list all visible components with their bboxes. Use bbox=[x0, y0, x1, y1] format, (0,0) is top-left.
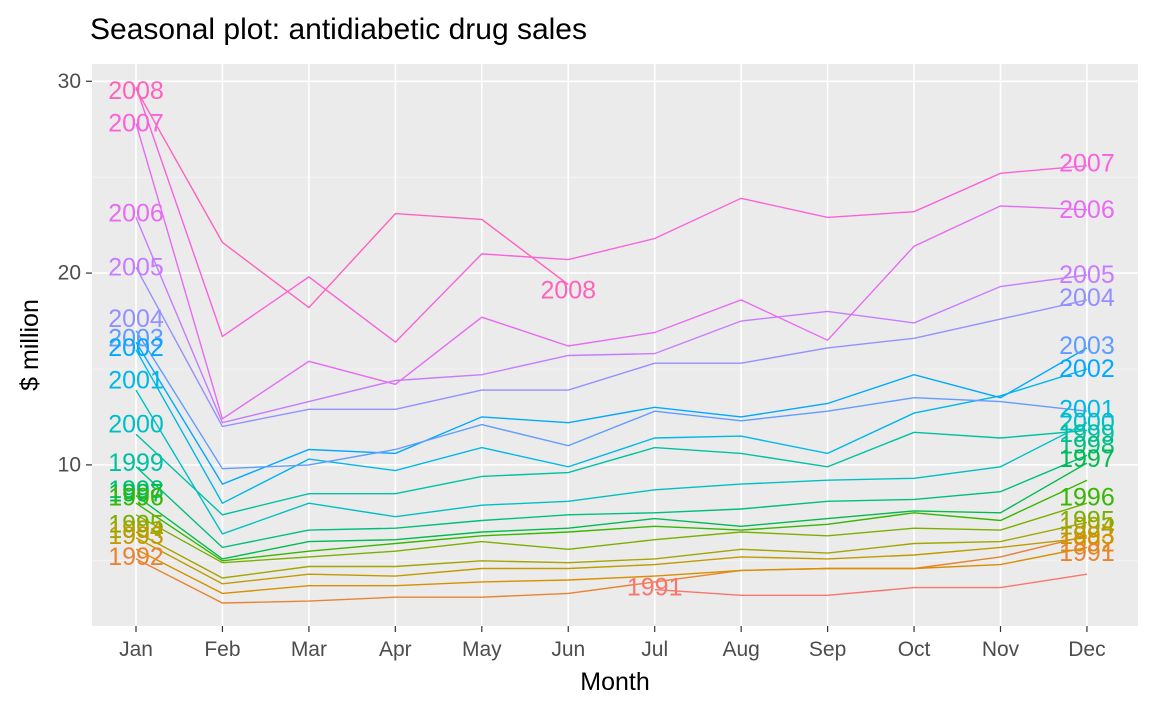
series-line-1992 bbox=[135, 535, 1088, 604]
series-end-label-2004: 2004 bbox=[1059, 284, 1115, 312]
series-end-label-2000: 2000 bbox=[1059, 409, 1115, 437]
series-line-2008 bbox=[135, 86, 1088, 344]
series-start-label-1997: 1997 bbox=[108, 480, 164, 508]
series-start-label-2001: 2001 bbox=[108, 366, 164, 394]
x-tick-label-mar: Mar bbox=[291, 638, 327, 661]
series-line-2007 bbox=[135, 123, 1088, 420]
series-start-label-1998: 1998 bbox=[108, 476, 164, 504]
series-end-label-1997: 1997 bbox=[1059, 445, 1115, 473]
x-tick-label-sep: Sep bbox=[809, 638, 846, 661]
x-tick-label-may: May bbox=[462, 638, 502, 661]
series-line-2008 bbox=[135, 88, 569, 309]
series-line-1993 bbox=[135, 546, 1088, 595]
series-line-1999 bbox=[135, 454, 1088, 549]
series-start-label-1996: 1996 bbox=[108, 483, 164, 511]
series-line-1997 bbox=[135, 479, 1088, 562]
series-line-2003 bbox=[135, 341, 1088, 485]
plot-panel bbox=[92, 64, 1138, 626]
series-start-label-1994: 1994 bbox=[108, 516, 164, 544]
series-end-label-1991: 1991 bbox=[627, 574, 683, 602]
series-start-label-2007: 2007 bbox=[108, 109, 164, 137]
x-tick-label-nov: Nov bbox=[982, 638, 1020, 661]
series-start-label-1995: 1995 bbox=[108, 510, 164, 538]
series-end-label-1992: 1992 bbox=[1059, 530, 1115, 558]
series-start-label-1992: 1992 bbox=[108, 543, 164, 571]
series-line-2005 bbox=[135, 266, 1088, 428]
series-end-label-2006: 2006 bbox=[1059, 196, 1115, 224]
series-lines bbox=[135, 86, 1088, 604]
series-start-label-2003: 2003 bbox=[108, 324, 164, 352]
series-line-1991 bbox=[654, 573, 1088, 596]
series-end-label-1995: 1995 bbox=[1059, 507, 1115, 535]
series-end-label-1996: 1996 bbox=[1059, 483, 1115, 511]
x-tick-label-oct: Oct bbox=[898, 638, 931, 661]
series-start-label-2005: 2005 bbox=[108, 253, 164, 281]
y-tick-label: 20 bbox=[58, 262, 81, 285]
series-start-label-2000: 2000 bbox=[108, 411, 164, 439]
series-line-1994 bbox=[135, 537, 1088, 585]
series-labels: 2008200720062005200420032002200120001999… bbox=[108, 77, 1115, 602]
series-line-2004 bbox=[135, 330, 1088, 470]
series-end-label-1991: 1991 bbox=[1059, 539, 1115, 567]
y-tick-label: 10 bbox=[58, 453, 81, 476]
x-tick-label-jan: Jan bbox=[119, 638, 153, 661]
series-line-1998 bbox=[135, 462, 1088, 560]
x-tick-label-jun: Jun bbox=[551, 638, 585, 661]
chart-title: Seasonal plot: antidiabetic drug sales bbox=[90, 13, 587, 46]
series-start-label-1999: 1999 bbox=[108, 449, 164, 477]
series-start-label-1993: 1993 bbox=[108, 522, 164, 550]
series-end-label-1999: 1999 bbox=[1059, 420, 1115, 448]
axes: 10 20 30 Jan Feb Mar Apr May Jun Jul Aug Sep Oct Nov D… bbox=[58, 70, 1106, 661]
series-end-label-1998: 1998 bbox=[1059, 432, 1115, 460]
series-end-label-2008: 2008 bbox=[540, 276, 596, 304]
series-line-1996 bbox=[135, 502, 1088, 564]
series-line-2006 bbox=[135, 217, 1088, 424]
y-axis-title: $ million bbox=[16, 299, 44, 391]
x-axis-title: Month bbox=[580, 668, 649, 696]
series-end-label-2005: 2005 bbox=[1059, 261, 1115, 289]
series-line-1995 bbox=[135, 521, 1088, 579]
x-tick-label-dec: Dec bbox=[1068, 638, 1105, 661]
x-tick-label-apr: Apr bbox=[379, 638, 412, 661]
series-end-label-2002: 2002 bbox=[1059, 355, 1115, 383]
y-tick-label: 30 bbox=[58, 70, 81, 93]
series-end-label-1993: 1993 bbox=[1059, 522, 1115, 550]
series-line-2002 bbox=[135, 349, 1088, 505]
series-end-label-2007: 2007 bbox=[1059, 150, 1115, 178]
x-tick-label-feb: Feb bbox=[204, 638, 240, 661]
series-end-label-2001: 2001 bbox=[1059, 395, 1115, 423]
series-line-2000 bbox=[135, 429, 1088, 516]
x-tick-label-aug: Aug bbox=[722, 638, 759, 661]
series-end-label-2003: 2003 bbox=[1059, 332, 1115, 360]
series-line-2001 bbox=[135, 389, 1088, 535]
x-tick-label-jul: Jul bbox=[641, 638, 668, 661]
series-start-label-2006: 2006 bbox=[108, 200, 164, 228]
series-start-label-2002: 2002 bbox=[108, 334, 164, 362]
series-start-label-2004: 2004 bbox=[108, 305, 164, 333]
series-start-label-2008: 2008 bbox=[108, 77, 164, 105]
series-end-label-1994: 1994 bbox=[1059, 512, 1115, 540]
